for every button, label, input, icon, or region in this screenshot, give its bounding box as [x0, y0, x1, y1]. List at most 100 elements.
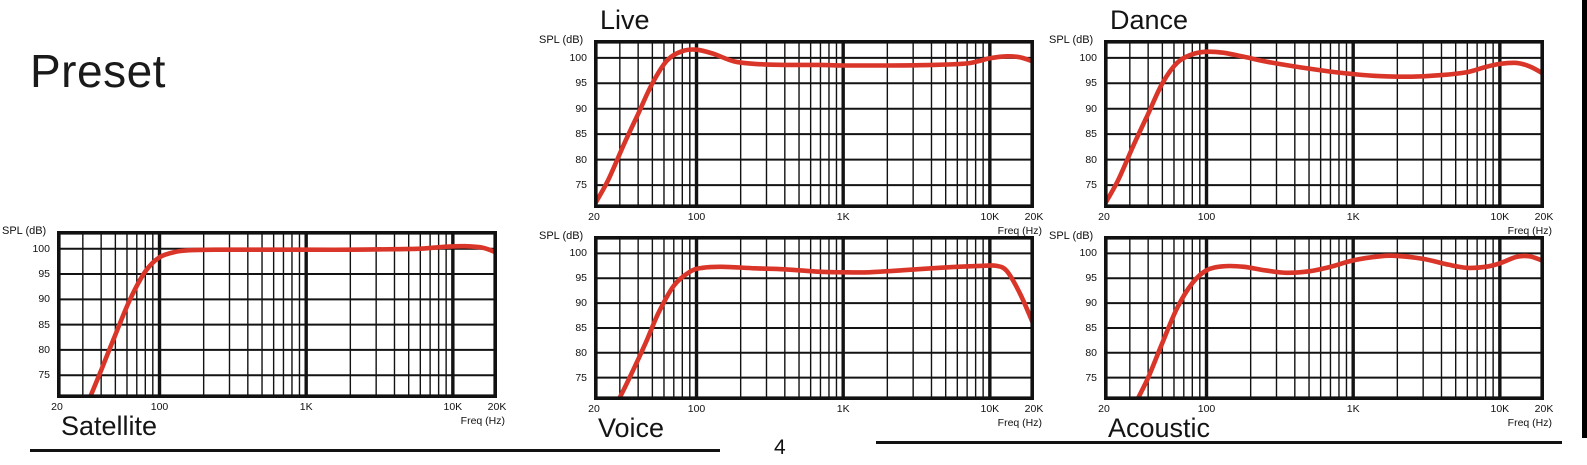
y-tick-label: 95 — [575, 77, 587, 90]
plot-border — [1103, 235, 1544, 400]
y-tick-label: 100 — [1079, 247, 1097, 260]
chart-acoustic: Acoustic SPL (dB) 100 95 90 85 80 75 20 100 1K 1… — [1049, 230, 1553, 443]
x-tick-label: 100 — [687, 211, 706, 223]
y-tick-label: 85 — [575, 128, 587, 141]
x-tick-label: 1K — [299, 401, 313, 413]
x-tick-label: 20 — [588, 211, 600, 223]
response-curve — [1134, 253, 1544, 400]
plot-border — [593, 39, 1034, 208]
x-tick-label: 20K — [1024, 403, 1044, 415]
grid — [1104, 40, 1544, 208]
y-tick-label: 85 — [575, 321, 587, 334]
plot-border — [593, 235, 1034, 400]
x-tick-label: 20K — [1534, 211, 1554, 223]
chart-title-dance: Dance — [1110, 5, 1189, 35]
page-edge-line — [1582, 0, 1587, 438]
x-tick-label: 10K — [980, 403, 1000, 415]
y-tick-label: 95 — [38, 268, 50, 280]
plot-area-dance — [1103, 39, 1544, 208]
chart-dance: Dance SPL (dB) 100 95 90 85 80 75 20 100 1K 10K 2… — [1049, 5, 1553, 237]
y-tick-label: 75 — [1085, 371, 1097, 384]
footer-rule-left — [30, 449, 720, 452]
x-tick-label: 100 — [1197, 403, 1216, 415]
x-tick-labels: 20 100 1K 10K 20K — [1098, 400, 1553, 415]
response-curve — [594, 47, 1034, 208]
plot-area-satellite — [56, 230, 497, 398]
page-title: Preset — [30, 45, 166, 97]
y-axis-label: SPL (dB) — [539, 34, 584, 46]
y-tick-label: 90 — [38, 293, 50, 306]
y-tick-label: 75 — [1085, 179, 1097, 192]
plot-area-live — [593, 39, 1034, 208]
plot-border — [1103, 39, 1544, 208]
x-tick-labels: 20 100 1K 10K 20K — [1098, 208, 1553, 223]
y-tick-label: 90 — [575, 102, 587, 115]
x-axis-label: Freq (Hz) — [460, 415, 505, 427]
y-tick-label: 95 — [1085, 272, 1097, 285]
y-tick-label: 85 — [1085, 128, 1097, 141]
x-tick-label: 10K — [1490, 403, 1510, 415]
x-tick-label: 10K — [980, 211, 1000, 223]
grid — [594, 40, 1034, 208]
y-tick-label: 85 — [38, 318, 50, 331]
plot-area-acoustic — [1103, 235, 1544, 400]
y-axis-label: SPL (dB) — [1049, 230, 1094, 242]
x-tick-label: 20K — [1024, 211, 1044, 223]
x-axis-label: Freq (Hz) — [997, 225, 1042, 237]
y-tick-label: 75 — [38, 369, 50, 382]
y-tick-label: 80 — [575, 153, 587, 166]
x-axis-label: Freq (Hz) — [1507, 225, 1552, 237]
chart-title-acoustic: Acoustic — [1108, 413, 1211, 443]
y-tick-label: 90 — [1085, 297, 1097, 310]
page-number: 4 — [774, 436, 786, 459]
x-tick-label: 10K — [443, 401, 463, 413]
y-tick-label: 75 — [575, 179, 587, 192]
response-curve — [617, 263, 1034, 400]
response-curve — [1104, 49, 1544, 208]
x-tick-label: 1K — [836, 403, 850, 415]
x-tick-label: 10K — [1490, 211, 1510, 223]
chart-voice: Voice SPL (dB) 100 95 90 85 80 75 20 100 1K 10K 2… — [539, 230, 1043, 443]
x-tick-label: 1K — [836, 211, 850, 223]
response-curve — [88, 243, 497, 398]
x-tick-label: 100 — [150, 401, 169, 413]
x-tick-label: 20 — [1098, 211, 1110, 223]
y-tick-label: 80 — [1085, 346, 1097, 359]
chart-title-satellite: Satellite — [61, 411, 158, 441]
x-tick-label: 100 — [687, 403, 706, 415]
y-tick-label: 90 — [1085, 102, 1097, 115]
y-tick-label: 100 — [569, 51, 587, 64]
x-tick-label: 20 — [51, 401, 63, 413]
x-axis-label: Freq (Hz) — [997, 417, 1042, 429]
y-tick-label: 75 — [575, 371, 587, 384]
x-tick-label: 20K — [1534, 403, 1554, 415]
y-tick-label: 85 — [1085, 321, 1097, 334]
y-tick-label: 80 — [575, 346, 587, 359]
y-tick-label: 90 — [575, 297, 587, 310]
x-axis-label: Freq (Hz) — [1507, 417, 1552, 429]
y-tick-label: 95 — [1085, 77, 1097, 90]
y-axis-label: SPL (dB) — [539, 230, 584, 242]
y-tick-label: 80 — [1085, 153, 1097, 166]
y-tick-label: 100 — [1079, 51, 1097, 64]
x-tick-label: 20 — [588, 403, 600, 415]
x-tick-label: 1K — [1346, 211, 1360, 223]
x-tick-label: 100 — [1197, 211, 1216, 223]
x-tick-labels: 20 100 1K 10K 20K — [588, 208, 1043, 223]
plot-area-voice — [593, 235, 1034, 400]
x-tick-label: 20K — [487, 401, 507, 413]
footer-rule-right — [876, 441, 1562, 444]
chart-title-live: Live — [600, 5, 650, 35]
chart-title-voice: Voice — [598, 413, 665, 443]
y-tick-label: 100 — [32, 242, 50, 255]
chart-satellite: Satellite SPL (dB) 100 95 90 85 80 75 20 100 1K… — [2, 225, 506, 441]
y-tick-label: 95 — [575, 272, 587, 285]
y-tick-label: 100 — [569, 247, 587, 260]
x-tick-label: 20 — [1098, 403, 1110, 415]
y-tick-label: 80 — [38, 343, 50, 356]
grid — [1104, 236, 1544, 400]
chart-live: Live SPL (dB) 100 95 90 85 80 75 20 100 1K 10K 20… — [539, 5, 1043, 237]
x-tick-label: 1K — [1346, 403, 1360, 415]
x-tick-labels: 20 100 1K 10K 20K — [51, 398, 506, 413]
plot-border — [56, 230, 497, 398]
